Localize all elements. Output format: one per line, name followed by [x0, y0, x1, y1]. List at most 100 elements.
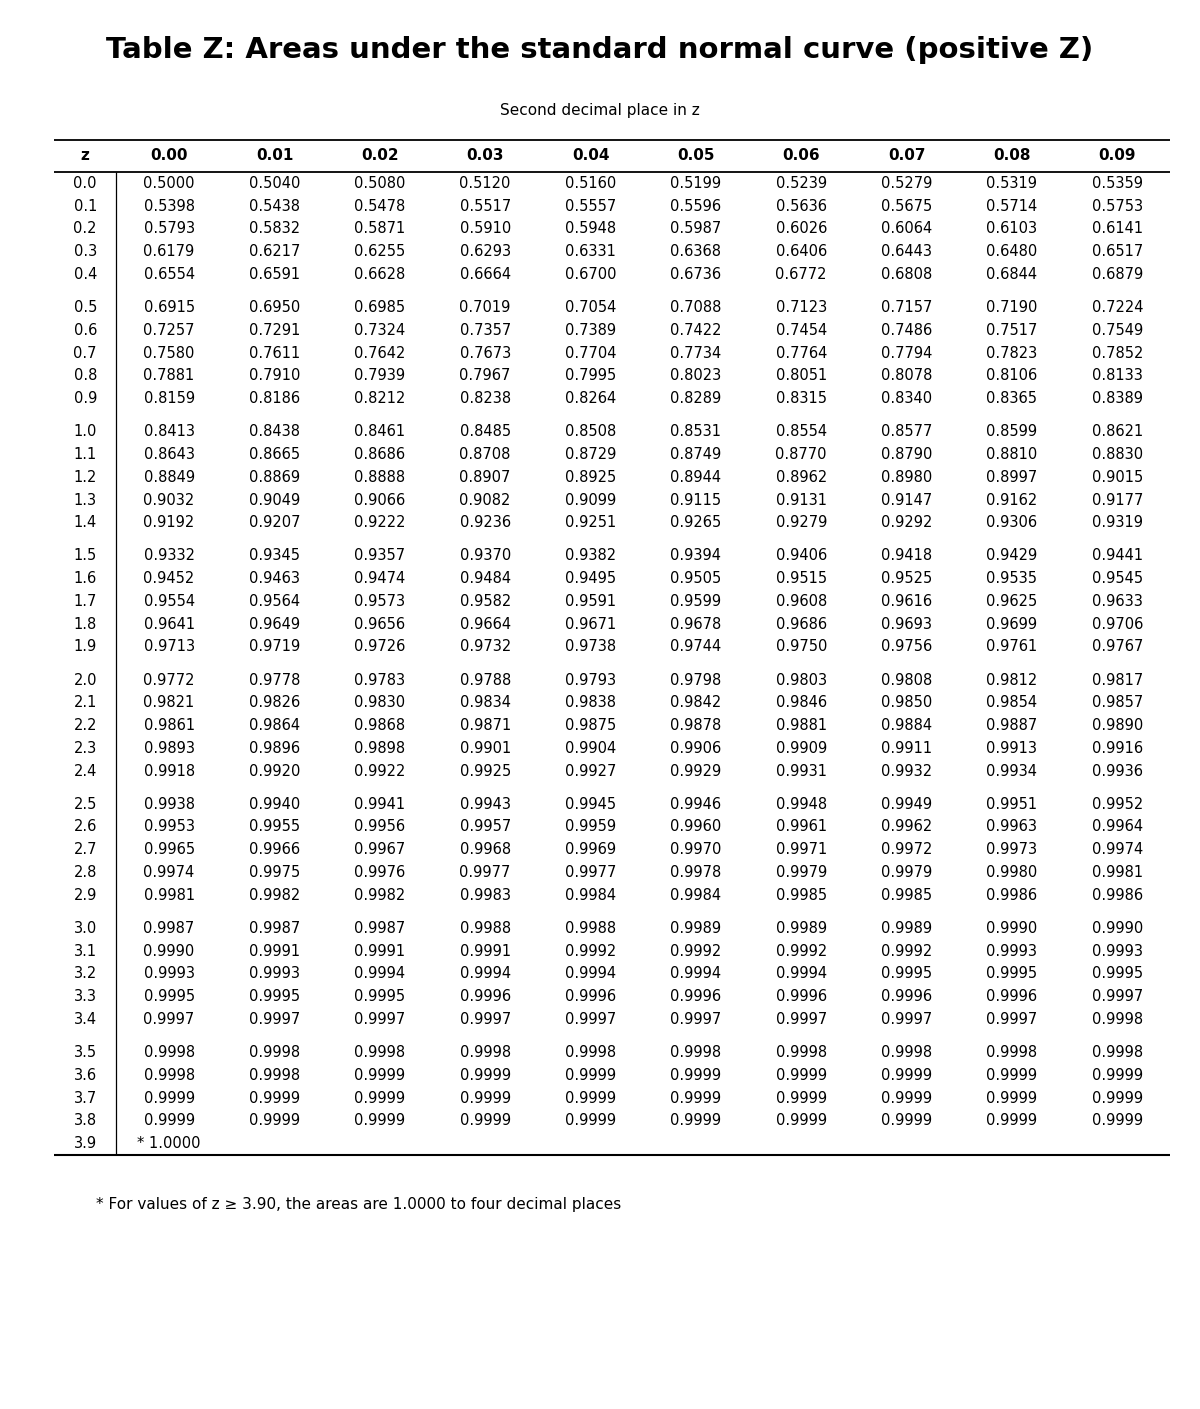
Text: 0.9988: 0.9988: [460, 921, 511, 936]
Text: 0.7088: 0.7088: [670, 300, 721, 316]
Text: 0.9989: 0.9989: [775, 921, 827, 936]
Text: 0.9997: 0.9997: [881, 1012, 932, 1027]
Text: 0.9979: 0.9979: [775, 865, 827, 881]
Text: 0.9875: 0.9875: [565, 719, 616, 733]
Text: 0.5948: 0.5948: [565, 221, 616, 237]
Text: 0.9279: 0.9279: [775, 516, 827, 530]
Text: 0.9306: 0.9306: [986, 516, 1038, 530]
Text: 0.9955: 0.9955: [248, 820, 300, 834]
Text: 0.7517: 0.7517: [986, 323, 1038, 338]
Text: 0.9394: 0.9394: [671, 548, 721, 564]
Text: 0.6103: 0.6103: [986, 221, 1038, 237]
Text: 0.9545: 0.9545: [1092, 571, 1142, 586]
Text: 0.9989: 0.9989: [671, 921, 721, 936]
Text: 0.9999: 0.9999: [144, 1113, 194, 1129]
Text: 0.9998: 0.9998: [144, 1068, 194, 1082]
Text: 0.9994: 0.9994: [354, 967, 406, 982]
Text: 0.9979: 0.9979: [881, 865, 932, 881]
Text: 0.9995: 0.9995: [986, 967, 1038, 982]
Text: 0.9803: 0.9803: [775, 672, 827, 688]
Text: 0.9699: 0.9699: [986, 617, 1038, 631]
Text: 0.9826: 0.9826: [248, 695, 300, 710]
Text: 0.9998: 0.9998: [248, 1045, 300, 1060]
Text: 0.9812: 0.9812: [986, 672, 1038, 688]
Text: 2.6: 2.6: [73, 820, 97, 834]
Text: 0.5596: 0.5596: [671, 199, 721, 214]
Text: 0.9868: 0.9868: [354, 719, 406, 733]
Text: 0.6064: 0.6064: [881, 221, 932, 237]
Text: 0.7422: 0.7422: [670, 323, 721, 338]
Text: 0.8577: 0.8577: [881, 424, 932, 440]
Text: 0.6628: 0.6628: [354, 268, 406, 282]
Text: 0.7190: 0.7190: [986, 300, 1038, 316]
Text: 0.8389: 0.8389: [1092, 392, 1142, 406]
Text: 0.9881: 0.9881: [775, 719, 827, 733]
Text: 0.9633: 0.9633: [1092, 595, 1142, 609]
Text: 0.7580: 0.7580: [143, 345, 194, 361]
Text: 0.5438: 0.5438: [248, 199, 300, 214]
Text: 0.7734: 0.7734: [671, 345, 721, 361]
Text: 0.7224: 0.7224: [1092, 300, 1144, 316]
Text: 0.8810: 0.8810: [986, 447, 1038, 462]
Text: 0.9345: 0.9345: [248, 548, 300, 564]
Text: 2.5: 2.5: [73, 796, 97, 812]
Text: 0.9922: 0.9922: [354, 764, 406, 779]
Text: 0.9940: 0.9940: [248, 796, 300, 812]
Text: 0.9994: 0.9994: [671, 967, 721, 982]
Text: 0.9997: 0.9997: [144, 1012, 194, 1027]
Text: 0.8238: 0.8238: [460, 392, 511, 406]
Text: 0.9945: 0.9945: [565, 796, 616, 812]
Text: 0.9999: 0.9999: [671, 1113, 721, 1129]
Text: 0.5793: 0.5793: [144, 221, 194, 237]
Text: 0.6331: 0.6331: [565, 244, 616, 259]
Text: 0.4: 0.4: [73, 268, 97, 282]
Text: 0.8830: 0.8830: [1092, 447, 1142, 462]
Text: 2.1: 2.1: [73, 695, 97, 710]
Text: 0.05: 0.05: [677, 148, 715, 163]
Text: 0.9564: 0.9564: [248, 595, 300, 609]
Text: 0.9999: 0.9999: [671, 1091, 721, 1106]
Text: 0.9989: 0.9989: [881, 921, 932, 936]
Text: 0.8749: 0.8749: [671, 447, 721, 462]
Text: 0.9999: 0.9999: [565, 1091, 616, 1106]
Text: 1.4: 1.4: [73, 516, 97, 530]
Text: 0.7291: 0.7291: [248, 323, 300, 338]
Text: 0.9535: 0.9535: [986, 571, 1038, 586]
Text: 0.9998: 0.9998: [986, 1045, 1038, 1060]
Text: 0.9981: 0.9981: [144, 888, 194, 903]
Text: 0.7852: 0.7852: [1092, 345, 1144, 361]
Text: 0.9943: 0.9943: [460, 796, 511, 812]
Text: 0.9999: 0.9999: [248, 1091, 300, 1106]
Text: 0.9986: 0.9986: [1092, 888, 1142, 903]
Text: 0.8186: 0.8186: [248, 392, 300, 406]
Text: 0.8023: 0.8023: [671, 368, 721, 383]
Text: 0.6293: 0.6293: [460, 244, 511, 259]
Text: 0.9846: 0.9846: [775, 695, 827, 710]
Text: 0.9706: 0.9706: [1092, 617, 1144, 631]
Text: 0.5000: 0.5000: [143, 176, 194, 190]
Text: 0.9998: 0.9998: [671, 1045, 721, 1060]
Text: 0.6179: 0.6179: [144, 244, 194, 259]
Text: * 1.0000: * 1.0000: [137, 1136, 200, 1151]
Text: 0.9999: 0.9999: [775, 1068, 827, 1082]
Text: 0.9994: 0.9994: [460, 967, 511, 982]
Text: 2.8: 2.8: [73, 865, 97, 881]
Text: 0.9463: 0.9463: [248, 571, 300, 586]
Text: 0.9608: 0.9608: [775, 595, 827, 609]
Text: 0.9961: 0.9961: [775, 820, 827, 834]
Text: 0.9932: 0.9932: [881, 764, 932, 779]
Text: 0.7123: 0.7123: [775, 300, 827, 316]
Text: 0.9957: 0.9957: [460, 820, 511, 834]
Text: 3.3: 3.3: [73, 989, 97, 1005]
Text: 0.8: 0.8: [73, 368, 97, 383]
Text: 0.7611: 0.7611: [248, 345, 300, 361]
Text: 0.6844: 0.6844: [986, 268, 1038, 282]
Text: 0.9952: 0.9952: [1092, 796, 1142, 812]
Text: 0.8997: 0.8997: [986, 469, 1038, 485]
Text: 0.9999: 0.9999: [986, 1091, 1038, 1106]
Text: 0.06: 0.06: [782, 148, 820, 163]
Text: 0.9970: 0.9970: [670, 843, 721, 857]
Text: 0.9997: 0.9997: [354, 1012, 406, 1027]
Text: 0.8438: 0.8438: [248, 424, 300, 440]
Text: 0.9967: 0.9967: [354, 843, 406, 857]
